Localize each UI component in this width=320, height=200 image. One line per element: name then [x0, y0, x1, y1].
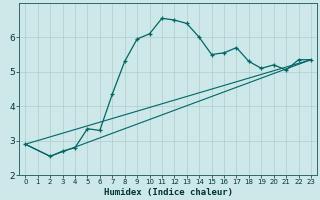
X-axis label: Humidex (Indice chaleur): Humidex (Indice chaleur) [104, 188, 233, 197]
